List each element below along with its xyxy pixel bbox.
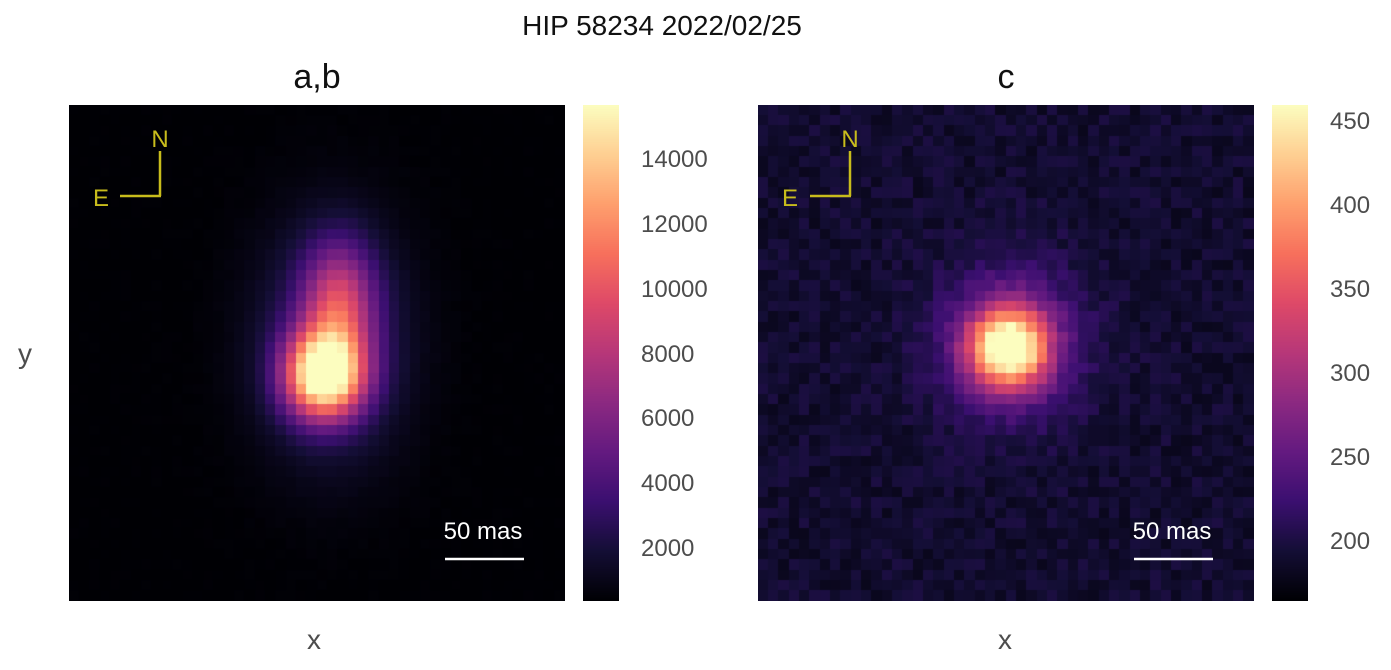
- colorbar-ab-tick-2000: 2000: [641, 535, 695, 563]
- colorbar-c: [1272, 105, 1308, 601]
- figure-title: HIP 58234 2022/02/25: [522, 10, 802, 41]
- heatmap-ab: [69, 105, 565, 601]
- colorbar-ab-tick-14000: 14000: [641, 146, 708, 174]
- x-axis-label-ab: x: [307, 624, 321, 655]
- colorbar-c-tick-200: 200: [1330, 528, 1371, 556]
- overlay-c: N E 50 mas: [782, 126, 1213, 561]
- compass-c: N E: [782, 126, 859, 212]
- heatmap-c: [758, 105, 1254, 601]
- colorbar-ab-tick-4000: 4000: [641, 470, 695, 498]
- colorbar-ab-tick-8000: 8000: [641, 340, 695, 368]
- colorbar-c-tick-300: 300: [1330, 360, 1371, 388]
- colorbar-c-tick-400: 400: [1330, 191, 1371, 219]
- colorbar-ab-tick-6000: 6000: [641, 405, 695, 433]
- colorbar-c-tick-350: 350: [1330, 275, 1371, 303]
- panel-title-c: c: [997, 58, 1015, 96]
- compass-east-label: E: [93, 185, 109, 212]
- x-axis-label-c: x: [998, 624, 1012, 655]
- colorbar-c-tick-250: 250: [1330, 444, 1371, 472]
- scale-bar-ab: 50 mas: [444, 518, 524, 561]
- scale-bar-c: 50 mas: [1133, 518, 1213, 561]
- compass-north-label: N: [151, 126, 168, 153]
- compass-north-label: N: [841, 126, 858, 153]
- colorbar-ab-tick-10000: 10000: [641, 275, 708, 303]
- compass-east-label: E: [782, 185, 798, 212]
- overlay-ab: N E 50 mas: [93, 126, 524, 561]
- scale-bar-label: 50 mas: [444, 518, 523, 545]
- panel-title-ab: a,b: [293, 58, 341, 96]
- colorbar-ab: [583, 105, 619, 601]
- scale-bar-label: 50 mas: [1133, 518, 1212, 545]
- colorbar-c-tick-450: 450: [1330, 107, 1371, 135]
- compass-ab: N E: [93, 126, 169, 212]
- colorbar-ab-tick-12000: 12000: [641, 210, 708, 238]
- y-axis-label: y: [18, 338, 32, 369]
